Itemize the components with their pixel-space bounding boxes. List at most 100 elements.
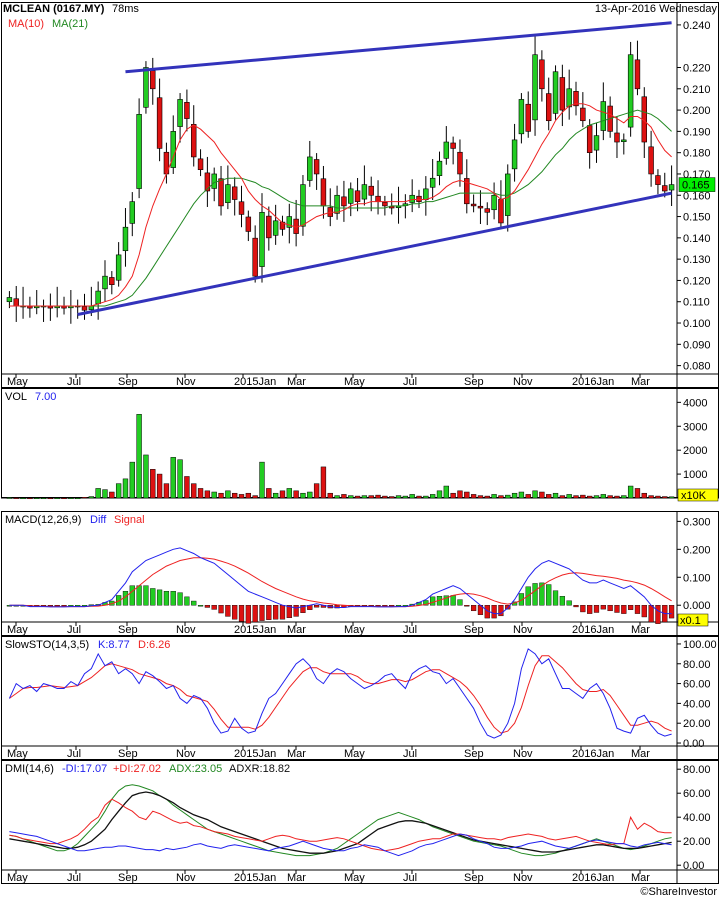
candle-body — [88, 305, 95, 310]
time-tick-label: Mar — [287, 872, 306, 884]
time-tick-label: Jul — [67, 376, 81, 388]
candle-body — [348, 188, 354, 204]
value-tick-label: 0.150 — [683, 212, 711, 224]
time-tick-label: Sep — [464, 376, 484, 388]
value-tick-label: 20.00 — [683, 836, 711, 848]
time-tick-label: 2016Jan — [572, 872, 614, 884]
volume-bar — [368, 495, 374, 499]
macd-histogram-bar — [587, 605, 593, 614]
candle-body — [429, 177, 436, 188]
volume-bar — [218, 492, 224, 499]
candle-body — [382, 201, 388, 207]
panel-frame — [1, 636, 719, 760]
trendline — [77, 191, 672, 316]
volume-bar — [573, 495, 579, 499]
candle-body — [102, 275, 108, 290]
candle-body — [156, 97, 163, 149]
volume-bar — [170, 457, 176, 499]
volume-bar — [279, 490, 286, 499]
macd-histogram-bar — [259, 605, 265, 621]
last-price-label: 0.165 — [682, 180, 710, 192]
candle-body — [307, 156, 313, 181]
volume-bar — [266, 488, 272, 499]
macd-histogram-bar — [68, 605, 74, 607]
time-tick-label: Sep — [118, 872, 138, 884]
volume-bar — [320, 466, 327, 499]
macd-histogram-bar — [505, 605, 511, 610]
volume-bar — [443, 485, 449, 499]
value-tick-label: 0.000 — [683, 600, 711, 612]
value-tick-label: 4000 — [683, 397, 707, 409]
value-tick-label: 2000 — [683, 445, 707, 457]
time-tick-label: Sep — [464, 624, 484, 636]
volume-bar — [102, 489, 108, 499]
macd-histogram-bar — [389, 605, 395, 607]
value-tick-label: 3000 — [683, 421, 707, 433]
volume-panel: 1000 2000 3000 4000 x10K — [6, 397, 719, 502]
sto-k-line — [8, 648, 672, 739]
macd-histogram-bar — [225, 605, 231, 617]
time-tick-label: Jul — [403, 872, 417, 884]
volume-bar — [197, 488, 204, 499]
macd-histogram-bar — [566, 600, 572, 606]
time-tick-label: Nov — [176, 748, 196, 760]
macd-histogram-bar — [266, 605, 272, 620]
macd-histogram-bar — [218, 605, 224, 614]
volume-bar — [177, 459, 183, 499]
candle-body — [95, 290, 101, 305]
adxr-line — [9, 791, 672, 854]
chart-date: 13-Apr-2016 Wednesday — [595, 3, 718, 15]
candle-body — [225, 184, 231, 204]
plus-di-line — [9, 798, 672, 852]
candle-body — [443, 141, 450, 159]
candle-body — [143, 67, 149, 108]
candle-body — [279, 221, 286, 230]
candle-body — [470, 203, 477, 207]
value-tick-label: 0.140 — [683, 233, 711, 245]
footer-credit: ©ShareInvestor — [640, 886, 717, 898]
value-tick-label: 80.00 — [683, 764, 711, 776]
candle-body — [457, 151, 463, 175]
stochastic-panel: May Jul Sep Nov 2015Jan Mar May Jul Sep Nov 2016Ja… — [7, 639, 717, 760]
volume-bar — [204, 490, 211, 499]
volume-bar — [518, 491, 525, 499]
candle-body — [464, 178, 470, 205]
volume-bar — [552, 492, 559, 499]
legend-adxr: ADXR:18.82 — [229, 763, 290, 775]
value-tick-label: 0.100 — [683, 572, 711, 584]
volume-bar — [532, 490, 538, 499]
volume-bar — [491, 494, 497, 499]
value-tick-label: 100.00 — [683, 639, 717, 651]
macd-histogram-bar — [184, 596, 190, 606]
candle-body — [627, 54, 634, 128]
legend-adx: ADX:23.05 — [169, 763, 222, 775]
volume-bar — [313, 483, 320, 499]
volume-bar — [525, 494, 531, 499]
candle-body — [423, 188, 429, 201]
volume-bar — [259, 461, 265, 499]
macd-unit-box — [677, 613, 709, 627]
candle-body — [662, 185, 668, 192]
volume-bar — [81, 497, 88, 499]
candle-body — [559, 77, 566, 111]
volume-value: 7.00 — [35, 391, 56, 403]
candle-body — [197, 158, 204, 171]
candle-body — [129, 201, 136, 224]
time-tick-label: 2015Jan — [234, 748, 276, 760]
volume-bar — [621, 495, 627, 499]
time-tick-label: Nov — [513, 376, 533, 388]
macd-histogram-bar — [464, 605, 470, 607]
candle-body — [259, 211, 265, 267]
macd-histogram-bar — [580, 605, 586, 613]
time-tick-label: Jul — [67, 748, 81, 760]
volume-bar — [484, 495, 490, 499]
macd-histogram-bar — [491, 605, 497, 619]
candle-body — [518, 99, 525, 135]
candle-body — [47, 306, 54, 309]
candle-body — [320, 178, 327, 207]
candle-body — [593, 135, 600, 151]
time-tick-label: May — [7, 624, 28, 636]
volume-bar — [539, 491, 545, 499]
volume-bar — [122, 478, 129, 499]
